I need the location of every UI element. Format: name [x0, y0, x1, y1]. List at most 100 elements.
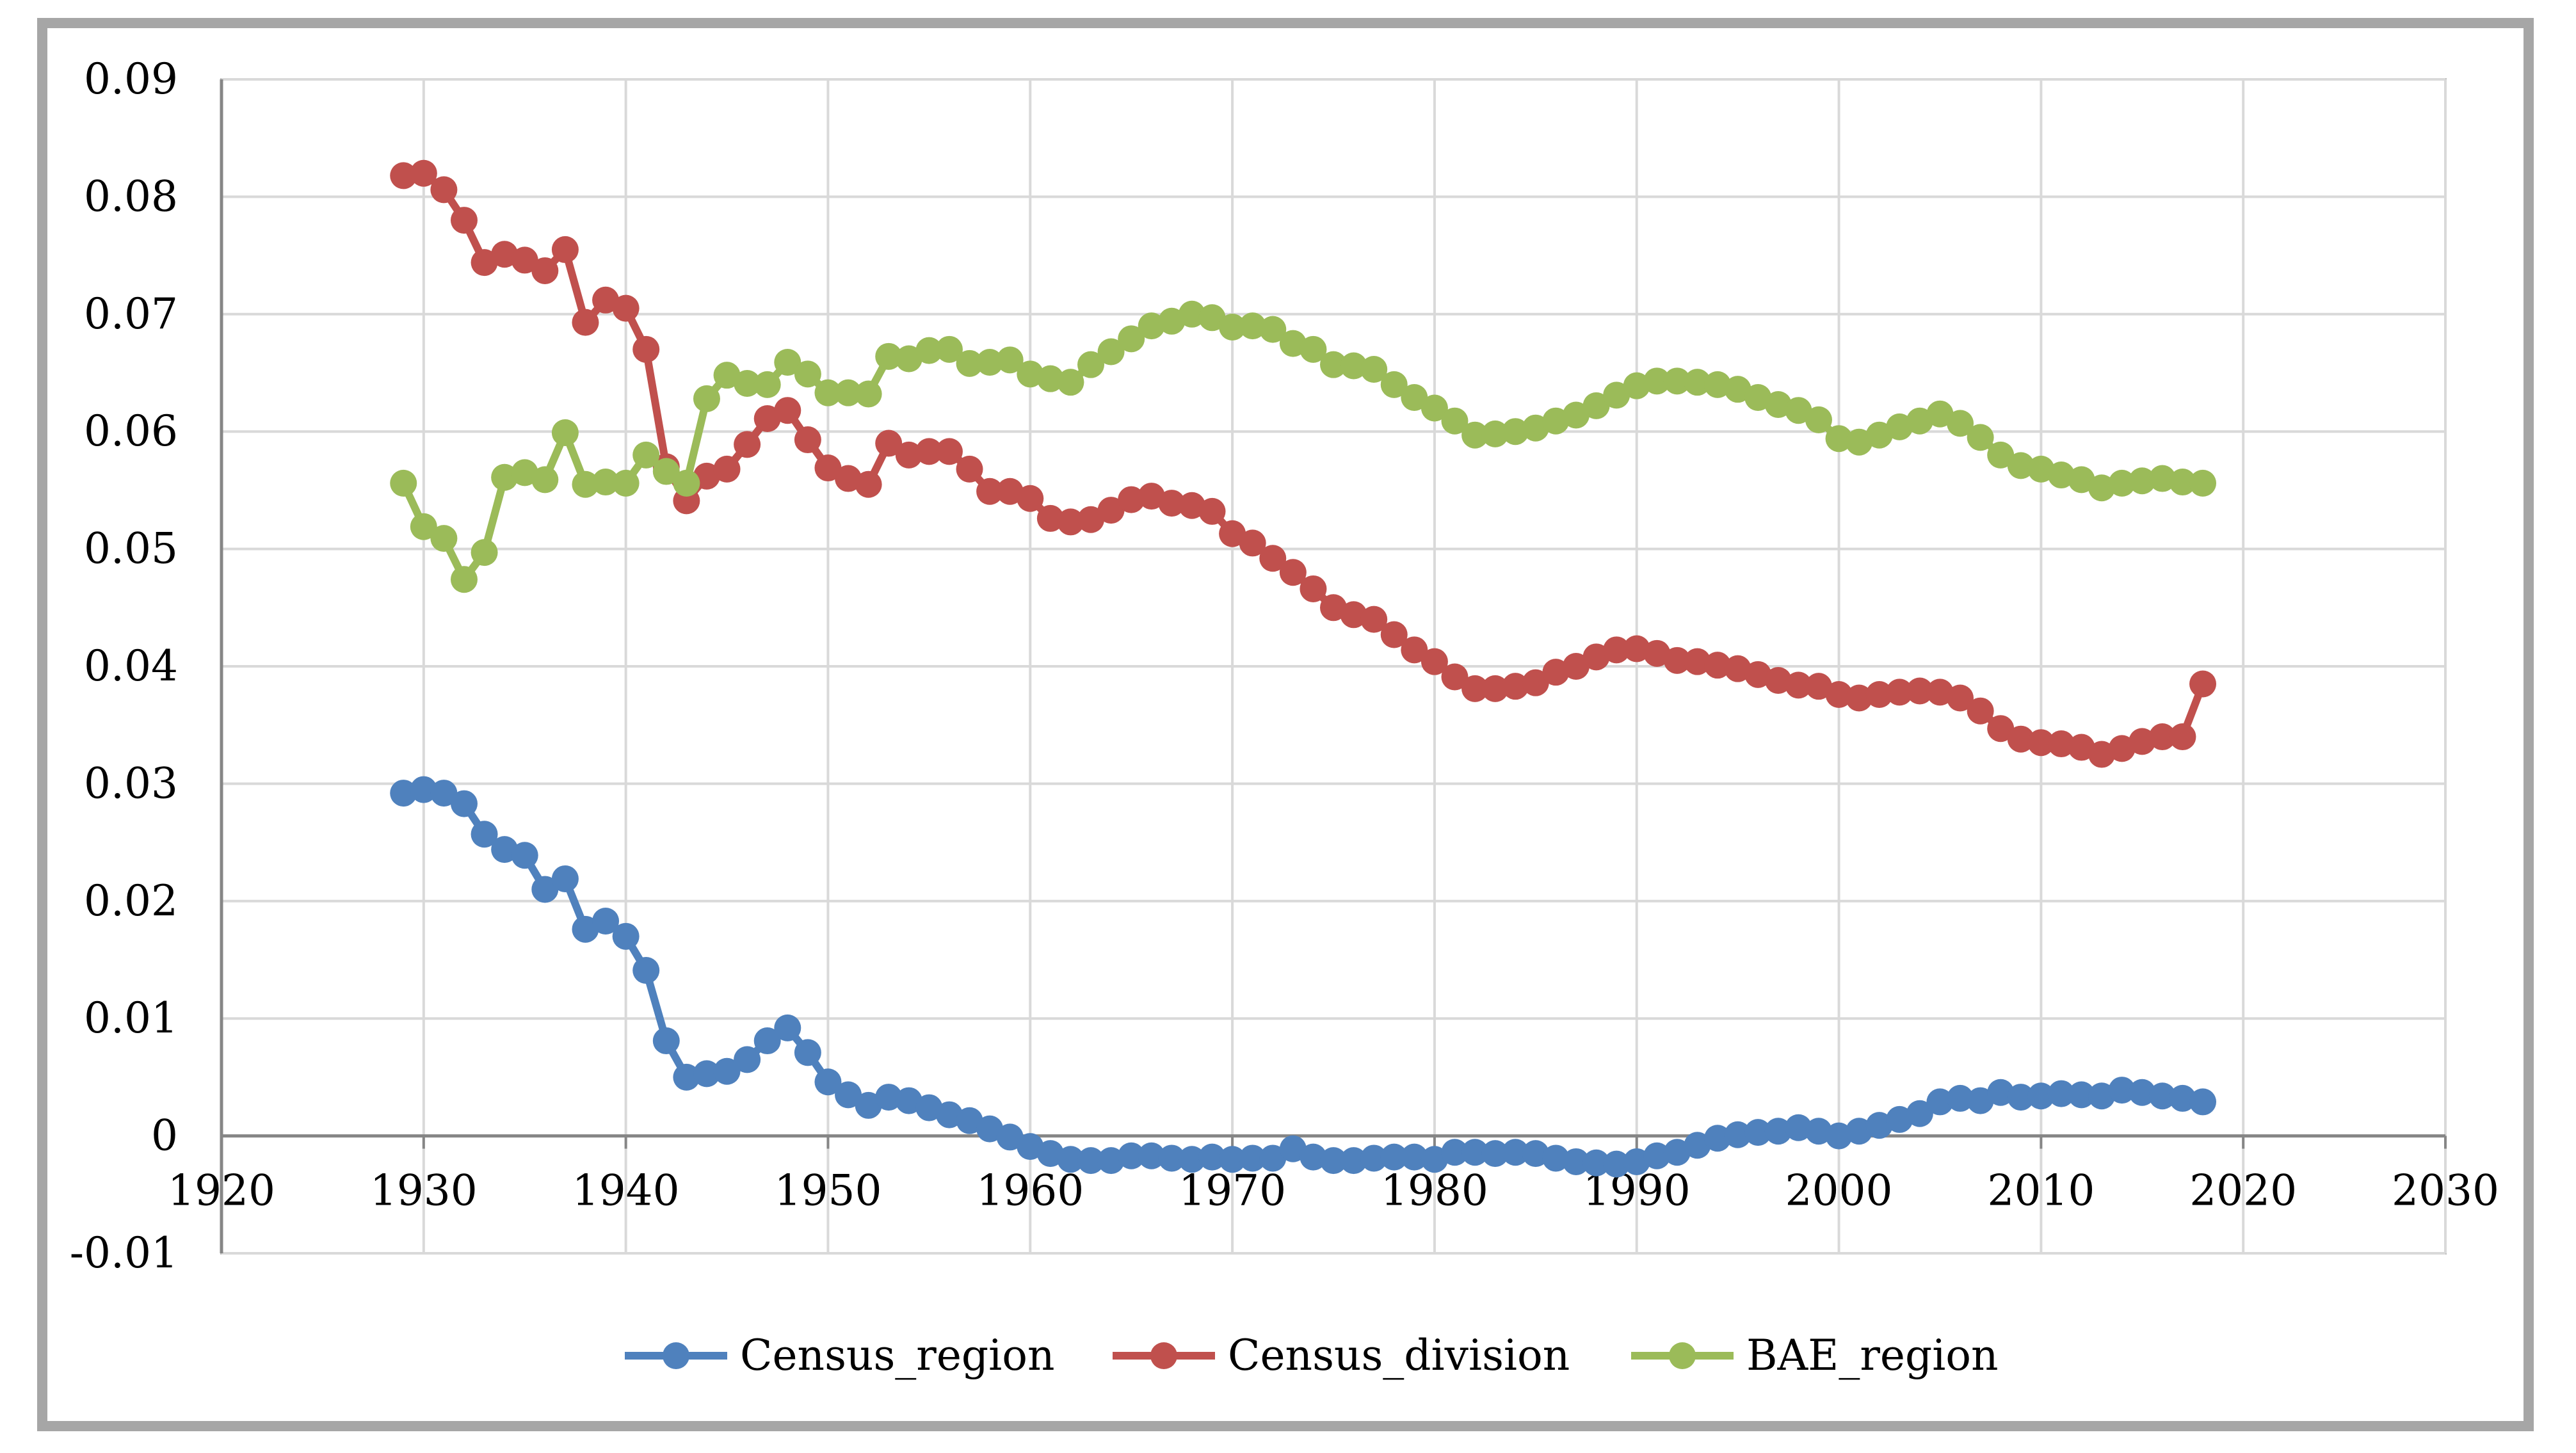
data-point [632, 957, 660, 984]
data-point [410, 776, 437, 803]
data-point [1967, 697, 1994, 725]
data-point [450, 207, 478, 234]
data-point [1118, 1142, 1145, 1169]
data-point [1219, 1146, 1246, 1173]
data-point [450, 790, 478, 817]
data-point [1623, 372, 1650, 399]
data-point [531, 466, 559, 494]
data-point [1603, 636, 1630, 664]
data-point [1158, 490, 1186, 517]
data-point [996, 478, 1024, 505]
data-point [1764, 667, 1792, 694]
y-tick-label: 0.02 [84, 876, 178, 926]
data-point [1865, 1112, 1893, 1139]
data-point [551, 236, 579, 263]
data-point [1603, 1150, 1630, 1178]
data-point [2068, 466, 2095, 494]
data-point [1421, 1146, 1448, 1173]
data-point [1846, 684, 1873, 712]
data-point [774, 348, 801, 376]
data-point [1340, 352, 1367, 380]
data-point [915, 438, 943, 465]
y-tick-label: 0.07 [84, 289, 178, 339]
data-point [1017, 485, 1044, 512]
data-point [511, 246, 538, 274]
data-point [2129, 1079, 2156, 1106]
data-point [2169, 469, 2196, 496]
data-point [1320, 1147, 1347, 1175]
legend-label: Census_division [1228, 1331, 1570, 1380]
data-point [1481, 1140, 1509, 1168]
data-point [1380, 621, 1408, 648]
data-point [935, 1101, 963, 1128]
data-point [1057, 508, 1084, 536]
data-point [1684, 1132, 1711, 1159]
data-point [1562, 401, 1590, 429]
data-point [1360, 606, 1388, 633]
data-point [1158, 307, 1186, 335]
legend-item: Census_region [625, 1331, 1055, 1380]
x-tick-label: 2020 [2189, 1166, 2297, 1216]
data-point [1947, 684, 1974, 712]
data-point [1461, 1139, 1489, 1166]
data-point [1967, 1087, 1994, 1114]
data-point [471, 539, 498, 566]
data-point [1764, 1118, 1792, 1145]
data-point [1846, 1118, 1873, 1145]
data-point [491, 463, 519, 491]
legend-marker [1150, 1342, 1177, 1369]
legend-marker [1669, 1342, 1696, 1369]
data-point [1522, 414, 1549, 442]
data-point [1118, 486, 1145, 513]
x-tick-label: 1960 [976, 1166, 1084, 1216]
data-point [1643, 639, 1671, 667]
data-point [1744, 661, 1772, 688]
data-point [471, 249, 498, 277]
data-point [713, 455, 741, 483]
data-point [1198, 304, 1226, 332]
data-point [1603, 381, 1630, 409]
data-point [1360, 1144, 1388, 1172]
y-tick-label: 0.03 [84, 759, 178, 808]
data-point [1987, 715, 2015, 743]
x-tick-label: 2000 [1785, 1166, 1893, 1216]
x-tick-label: 1940 [572, 1166, 680, 1216]
data-point [2007, 1084, 2034, 1111]
data-point [1987, 1079, 2015, 1106]
data-point [1441, 407, 1469, 435]
data-point [1077, 506, 1105, 533]
data-point [2047, 462, 2075, 489]
data-point [572, 309, 599, 336]
data-point [1421, 394, 1448, 422]
data-point [935, 335, 963, 363]
data-point [774, 397, 801, 424]
data-point [1178, 300, 1205, 328]
data-point [753, 1027, 781, 1055]
data-point [1805, 673, 1832, 700]
data-point [612, 294, 640, 322]
data-point [511, 459, 538, 486]
data-point [1926, 1088, 1954, 1116]
data-point [1279, 330, 1307, 357]
data-point [511, 842, 538, 869]
data-point [531, 876, 559, 903]
data-point [592, 286, 620, 314]
y-tick-label: 0.04 [84, 641, 178, 691]
data-point [1704, 1125, 1732, 1152]
data-point [875, 342, 903, 370]
data-point [673, 1063, 700, 1091]
data-point [2148, 465, 2176, 492]
data-point [1279, 559, 1307, 586]
data-point [753, 371, 781, 398]
data-point [1623, 1148, 1650, 1175]
data-point [1562, 653, 1590, 680]
data-point [1582, 1149, 1610, 1176]
data-point [652, 1027, 680, 1055]
data-point [814, 1068, 842, 1096]
data-point [2027, 455, 2055, 483]
data-point [1947, 410, 1974, 437]
data-point [1077, 1147, 1105, 1175]
data-point [1259, 545, 1287, 572]
data-point [875, 1084, 903, 1111]
data-point [794, 1039, 821, 1066]
